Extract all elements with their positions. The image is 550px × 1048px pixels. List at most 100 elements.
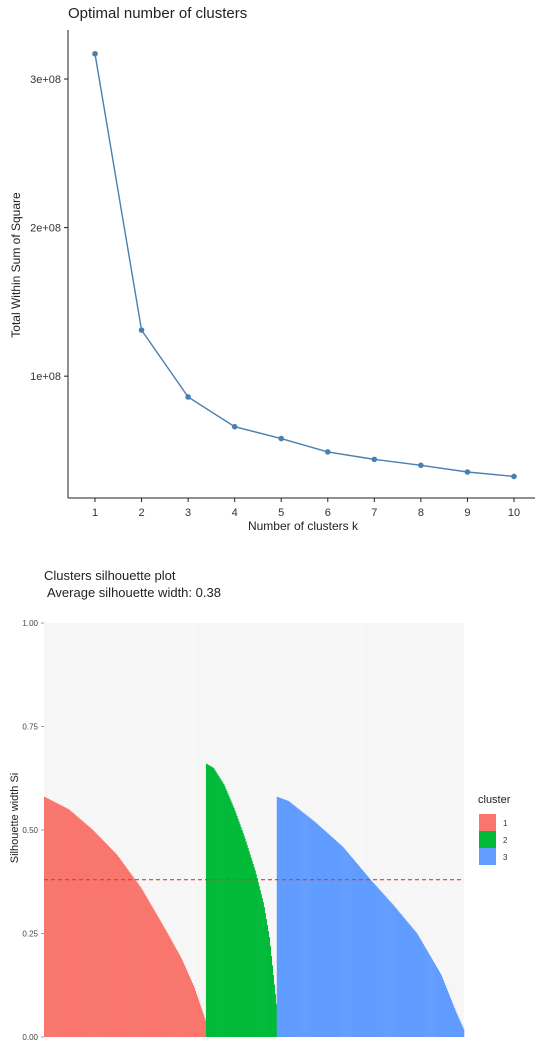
silhouette-bar-cluster-3 — [340, 845, 342, 1037]
silhouette-bar-cluster-3 — [296, 807, 298, 1037]
silhouette-bar-cluster-1 — [81, 820, 83, 1037]
y-tick-label: 2e+08 — [30, 223, 61, 235]
silhouette-bar-cluster-2 — [245, 841, 247, 1037]
silhouette-bar-cluster-3 — [322, 829, 324, 1037]
silhouette-bar-cluster-2 — [230, 800, 232, 1037]
silhouette-bar-cluster-2 — [228, 795, 230, 1037]
silhouette-bar-cluster-2 — [257, 882, 259, 1037]
silhouette-bar-cluster-3 — [422, 943, 424, 1037]
silhouette-bar-cluster-3 — [396, 909, 398, 1037]
silhouette-bar-cluster-2 — [241, 830, 243, 1037]
x-tick-label: 3 — [185, 507, 191, 519]
silhouette-bar-cluster-1 — [192, 985, 195, 1037]
silhouette-bar-cluster-2 — [273, 984, 276, 1037]
silhouette-bar-cluster-3 — [302, 812, 304, 1037]
silhouette-bar-cluster-1 — [112, 851, 115, 1037]
silhouette-bar-cluster-1 — [135, 880, 137, 1037]
silhouette-bar-cluster-3 — [360, 868, 363, 1037]
silhouette-bar-cluster-3 — [377, 888, 380, 1037]
silhouette-bar-cluster-1 — [94, 832, 96, 1037]
silhouette-bar-cluster-2 — [240, 827, 242, 1037]
silhouette-bar-cluster-3 — [348, 854, 350, 1037]
silhouette-bar-cluster-3 — [391, 903, 393, 1037]
silhouette-bar-cluster-1 — [169, 938, 171, 1037]
silhouette-bar-cluster-2 — [261, 898, 263, 1037]
silhouette-bar-cluster-3 — [389, 901, 391, 1037]
silhouette-bar-cluster-1 — [195, 993, 198, 1037]
silhouette-bar-cluster-3 — [384, 895, 386, 1037]
silhouette-bar-cluster-2 — [268, 937, 270, 1037]
x-tick-label: 9 — [464, 507, 470, 519]
silhouette-bar-cluster-2 — [254, 870, 256, 1037]
silhouette-bar-cluster-1 — [83, 822, 85, 1037]
silhouette-bar-cluster-3 — [313, 821, 315, 1037]
x-tick-label: 5 — [278, 507, 284, 519]
silhouette-bar-cluster-3 — [341, 846, 343, 1037]
silhouette-bar-cluster-2 — [215, 771, 217, 1037]
silhouette-bar-cluster-3 — [413, 929, 415, 1037]
y-tick-label: 1e+08 — [30, 371, 61, 383]
x-tick-label: 8 — [418, 507, 424, 519]
silhouette-bar-cluster-3 — [350, 856, 352, 1037]
silhouette-bar-cluster-3 — [455, 1012, 458, 1037]
silhouette-bar-cluster-1 — [171, 941, 173, 1037]
silhouette-bar-cluster-1 — [48, 798, 50, 1037]
silhouette-bar-cluster-1 — [172, 943, 174, 1037]
silhouette-bar-cluster-1 — [114, 853, 117, 1037]
silhouette-bar-cluster-3 — [316, 823, 318, 1037]
silhouette-bar-cluster-3 — [368, 878, 371, 1037]
silhouette-bar-cluster-1 — [88, 826, 90, 1037]
silhouette-bar-cluster-3 — [416, 933, 418, 1037]
silhouette-bar-cluster-3 — [297, 808, 299, 1037]
silhouette-bar-cluster-1 — [109, 848, 112, 1037]
silhouette-bar-cluster-1 — [113, 852, 116, 1037]
silhouette-bar-cluster-1 — [103, 841, 106, 1037]
silhouette-bar-cluster-2 — [207, 764, 210, 1037]
silhouette-bar-cluster-3 — [454, 1010, 457, 1037]
silhouette-bar-cluster-2 — [250, 857, 252, 1037]
silhouette-bar-cluster-1 — [186, 971, 189, 1037]
silhouette-bar-cluster-2 — [260, 894, 262, 1037]
silhouette-bar-cluster-2 — [251, 860, 253, 1037]
silhouette-bar-cluster-3 — [290, 803, 293, 1037]
silhouette-bar-cluster-1 — [177, 952, 179, 1037]
silhouette-bar-cluster-1 — [80, 819, 82, 1037]
silhouette-bar-cluster-2 — [234, 810, 236, 1037]
silhouette-bar-cluster-3 — [372, 883, 375, 1037]
silhouette-bar-cluster-1 — [156, 915, 158, 1037]
silhouette-bar-cluster-3 — [291, 804, 294, 1037]
silhouette-bar-cluster-1 — [179, 956, 181, 1037]
silhouette-bar-cluster-3 — [378, 889, 381, 1037]
silhouette-bar-cluster-2 — [222, 782, 224, 1037]
silhouette-bar-cluster-2 — [244, 838, 246, 1037]
silhouette-bar-cluster-2 — [249, 854, 251, 1037]
legend-label-cluster-1: 1 — [503, 819, 508, 828]
silhouette-bar-cluster-1 — [204, 1020, 207, 1037]
silhouette-bar-cluster-3 — [433, 962, 435, 1037]
silhouette-bar-cluster-1 — [161, 923, 163, 1037]
silhouette-bar-cluster-1 — [193, 987, 196, 1037]
silhouette-bar-cluster-2 — [253, 867, 255, 1037]
silhouette-bar-cluster-2 — [270, 955, 273, 1037]
silhouette-bar-cluster-1 — [132, 876, 134, 1037]
silhouette-bar-cluster-2 — [259, 890, 261, 1037]
silhouette-bar-cluster-3 — [276, 796, 279, 1037]
silhouette-bar-cluster-3 — [430, 957, 432, 1037]
silhouette-bar-cluster-3 — [366, 876, 369, 1037]
silhouette-bar-cluster-1 — [164, 928, 166, 1037]
silhouette-bar-cluster-2 — [266, 925, 268, 1037]
silhouette-bar-cluster-1 — [184, 967, 186, 1037]
silhouette-bar-cluster-1 — [181, 960, 183, 1037]
silhouette-bar-cluster-3 — [458, 1019, 461, 1037]
silhouette-bar-cluster-1 — [149, 902, 151, 1037]
silhouette-bar-cluster-3 — [345, 850, 347, 1037]
silhouette-bar-cluster-2 — [231, 803, 233, 1037]
silhouette-bar-cluster-3 — [320, 827, 322, 1037]
silhouette-bar-cluster-1 — [78, 818, 80, 1037]
silhouette-bar-cluster-1 — [87, 825, 89, 1037]
silhouette-bar-cluster-3 — [303, 813, 305, 1037]
silhouette-bar-cluster-2 — [265, 919, 267, 1037]
silhouette-bar-cluster-1 — [115, 854, 118, 1037]
silhouette-bar-cluster-3 — [342, 847, 344, 1037]
silhouette-bar-cluster-1 — [96, 834, 98, 1037]
